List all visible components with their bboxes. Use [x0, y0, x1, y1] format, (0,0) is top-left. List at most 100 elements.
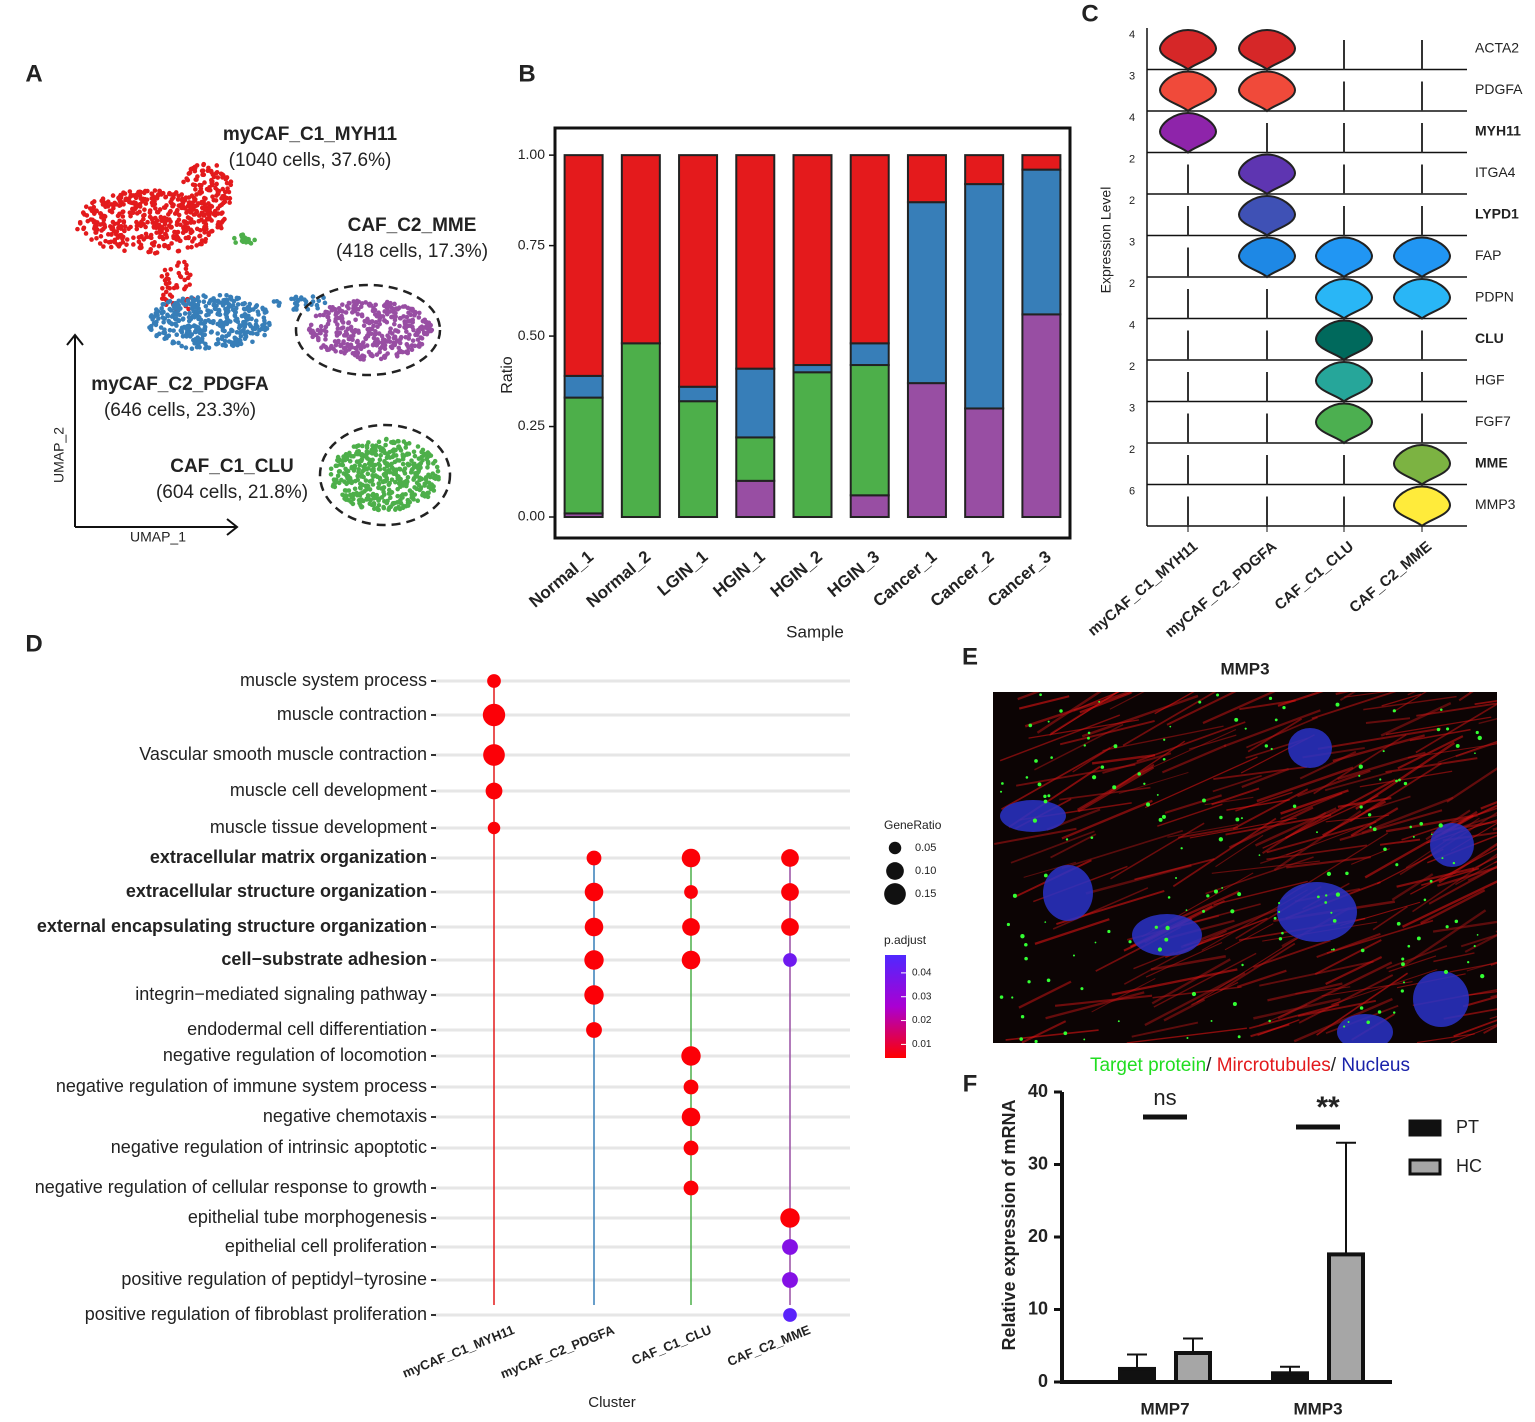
row-max-label: 2 [1129, 444, 1135, 456]
umap-point [335, 322, 340, 327]
dot [586, 850, 602, 866]
umap-point [426, 461, 431, 466]
target-dot [1213, 889, 1219, 894]
umap-point [167, 299, 173, 304]
umap-point [152, 250, 158, 256]
microtubule [1474, 699, 1497, 706]
umap-point [426, 472, 431, 478]
umap-point [214, 341, 220, 347]
legend-label: 0.10 [915, 865, 936, 877]
y-tick-label: 0.25 [518, 417, 545, 433]
umap-point [377, 466, 383, 472]
umap-point [429, 486, 435, 492]
cluster-outline [318, 423, 452, 527]
y-tick-label: 40 [1028, 1081, 1048, 1101]
microtubule [1250, 1023, 1290, 1038]
y-tick-label: 0.00 [518, 508, 545, 524]
umap-point [384, 311, 390, 317]
umap-point [120, 214, 126, 219]
umap-point [185, 275, 191, 281]
microtubule [1335, 692, 1350, 696]
umap-point [197, 241, 203, 247]
target-dot [1467, 961, 1470, 964]
term-label: negative regulation of locomotion [163, 1045, 427, 1065]
target-dot [1480, 973, 1485, 979]
umap-point [194, 163, 200, 168]
umap-point [224, 318, 230, 323]
microtubule [1164, 794, 1222, 814]
umap-point [128, 192, 134, 198]
target-dot [1474, 752, 1476, 755]
umap-point [360, 482, 365, 488]
target-dot [1020, 934, 1025, 939]
umap-point [400, 349, 405, 355]
y-tick-label: 0.50 [518, 327, 545, 343]
umap-point [340, 302, 345, 307]
umap-point [394, 338, 400, 344]
umap-point [411, 477, 416, 482]
umap-point [202, 318, 208, 324]
row-max-label: 4 [1129, 112, 1135, 124]
umap-point [164, 234, 170, 240]
umap-point [398, 315, 403, 321]
cluster-count: (604 cells, 21.8%) [156, 482, 308, 503]
umap-point [360, 443, 365, 449]
umap-point [205, 168, 211, 174]
umap-point [365, 450, 371, 455]
microtubule [1131, 1021, 1199, 1038]
umap-point [319, 345, 324, 350]
microtubule [1343, 692, 1388, 698]
umap-point [310, 334, 315, 340]
x-tick-label: HGIN_1 [709, 547, 768, 601]
umap-point [377, 349, 382, 355]
umap-point [323, 333, 328, 338]
target-dot [1317, 895, 1320, 899]
micrograph [993, 692, 1497, 1043]
microtubule [1015, 763, 1136, 787]
umap-point [257, 328, 262, 333]
colorbar-label: 0.04 [912, 968, 932, 979]
umap-point [131, 235, 136, 241]
umap-point [412, 311, 418, 317]
colorbar-label: 0.03 [912, 991, 932, 1002]
umap-point [403, 349, 409, 355]
term-label: positive regulation of peptidyl−tyrosine [121, 1269, 427, 1289]
microtubule [1464, 934, 1497, 953]
umap-point [130, 210, 136, 215]
umap-point [373, 452, 379, 458]
umap-point [364, 445, 370, 450]
umap-point [131, 200, 137, 205]
umap-point [386, 463, 391, 468]
target-dot [1392, 709, 1396, 713]
umap-point [389, 305, 394, 310]
caption-part: / [1206, 1055, 1217, 1076]
umap-point [187, 317, 193, 323]
target-dot [1191, 991, 1197, 997]
gene-label: HGF [1475, 371, 1505, 387]
dot [584, 985, 604, 1005]
target-dot [1407, 944, 1411, 948]
microtubule [1213, 880, 1308, 906]
umap-point [404, 478, 409, 484]
target-dot [1358, 764, 1363, 769]
umap-point [89, 237, 94, 242]
umap-point [340, 320, 346, 325]
microtubule [1467, 866, 1497, 882]
umap-point [211, 296, 216, 301]
umap-point [167, 285, 173, 291]
violin [1237, 194, 1297, 237]
umap-point [187, 301, 193, 307]
umap-point [393, 310, 398, 316]
umap-point [387, 495, 393, 501]
dot [683, 1180, 699, 1196]
violin [1392, 443, 1452, 486]
umap-point [116, 195, 121, 201]
microtubule [1226, 799, 1290, 811]
umap-point [389, 343, 395, 349]
bar-segment [563, 374, 604, 399]
umap-point [419, 336, 425, 341]
target-dot [1383, 847, 1387, 852]
umap-point [366, 349, 372, 355]
microtubule [1332, 734, 1426, 763]
dot [782, 1272, 798, 1288]
